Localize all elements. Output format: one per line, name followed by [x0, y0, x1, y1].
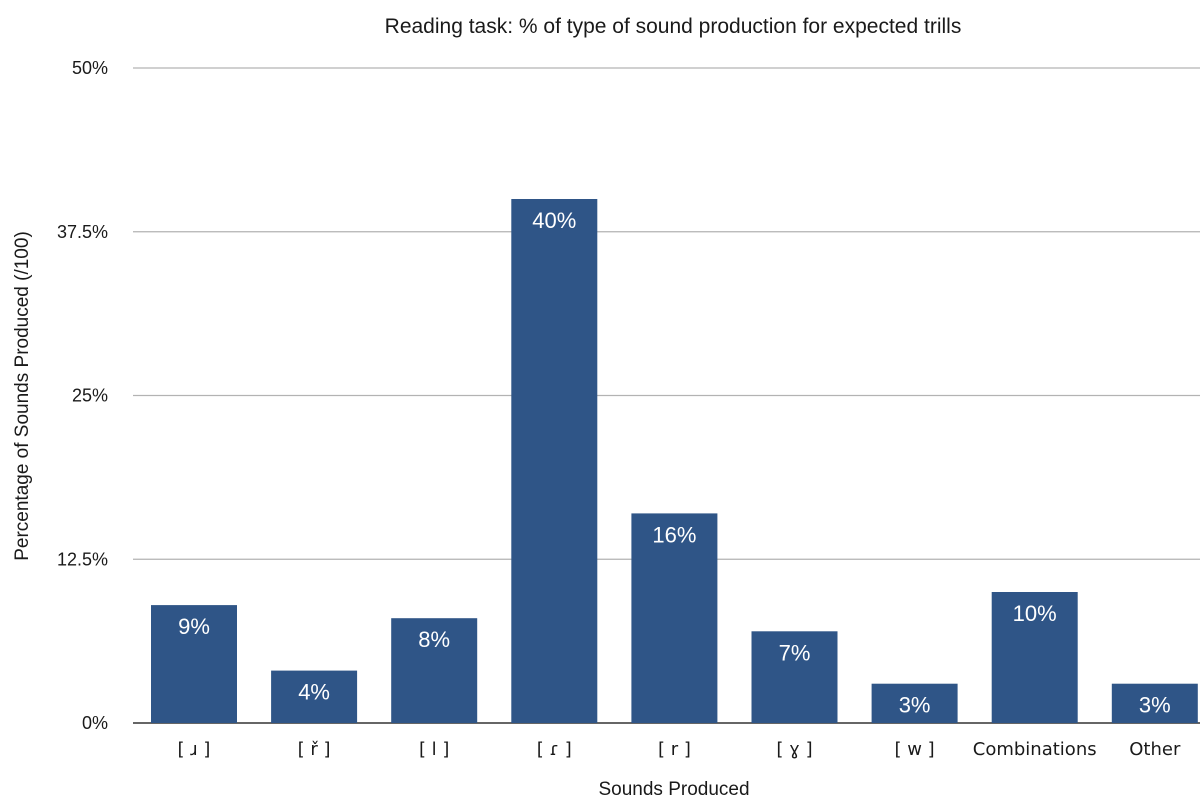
data-label: 7% — [779, 640, 811, 665]
bar — [1111, 683, 1198, 723]
data-label: 40% — [532, 208, 576, 233]
data-label: 3% — [899, 693, 931, 718]
data-label: 9% — [178, 614, 210, 639]
x-category-label: [ w ] — [894, 739, 934, 760]
x-category-label: [ ř ] — [298, 739, 331, 760]
data-label: 3% — [1139, 693, 1171, 718]
x-category-label: [ ɣ ] — [776, 739, 812, 760]
x-category-label: Combinations — [973, 739, 1097, 760]
x-category-label: [ ɾ ] — [537, 739, 572, 760]
bar — [151, 605, 237, 723]
data-label: 8% — [418, 627, 450, 652]
y-tick-label: 25% — [72, 386, 108, 406]
x-category-label: [ r ] — [658, 739, 691, 760]
y-axis-title: Percentage of Sounds Produced (/100) — [12, 231, 33, 561]
data-label: 10% — [1013, 601, 1057, 626]
chart-title: Reading task: % of type of sound product… — [385, 15, 962, 38]
y-tick-label: 12.5% — [57, 549, 108, 569]
data-label: 4% — [298, 680, 330, 705]
x-category-label: [ ɹ ] — [178, 739, 211, 760]
data-label: 16% — [652, 522, 696, 547]
bar — [751, 631, 838, 723]
y-tick-label: 37.5% — [57, 222, 108, 242]
bar — [631, 513, 718, 723]
data-labels: 9% 4% 8% 40% 16% 7% 3% 10% 3% — [178, 208, 1171, 718]
bar — [871, 683, 958, 723]
bar — [271, 670, 358, 723]
bar — [511, 199, 598, 723]
bar — [991, 592, 1078, 723]
x-axis-title: Sounds Produced — [598, 779, 749, 798]
y-tick-labels: 0% 12.5% 25% 37.5% 50% — [57, 58, 108, 733]
bar — [391, 618, 478, 723]
y-tick-label: 0% — [82, 713, 108, 733]
x-category-label: [ l ] — [419, 739, 450, 760]
x-category-label: Other — [1129, 739, 1181, 760]
bars — [151, 199, 1198, 723]
x-category-labels: [ ɹ ] [ ř ] [ l ] [ ɾ ] [ r ] [ ɣ ] [ w ] Combi… — [178, 739, 1181, 760]
y-tick-label: 50% — [72, 58, 108, 78]
